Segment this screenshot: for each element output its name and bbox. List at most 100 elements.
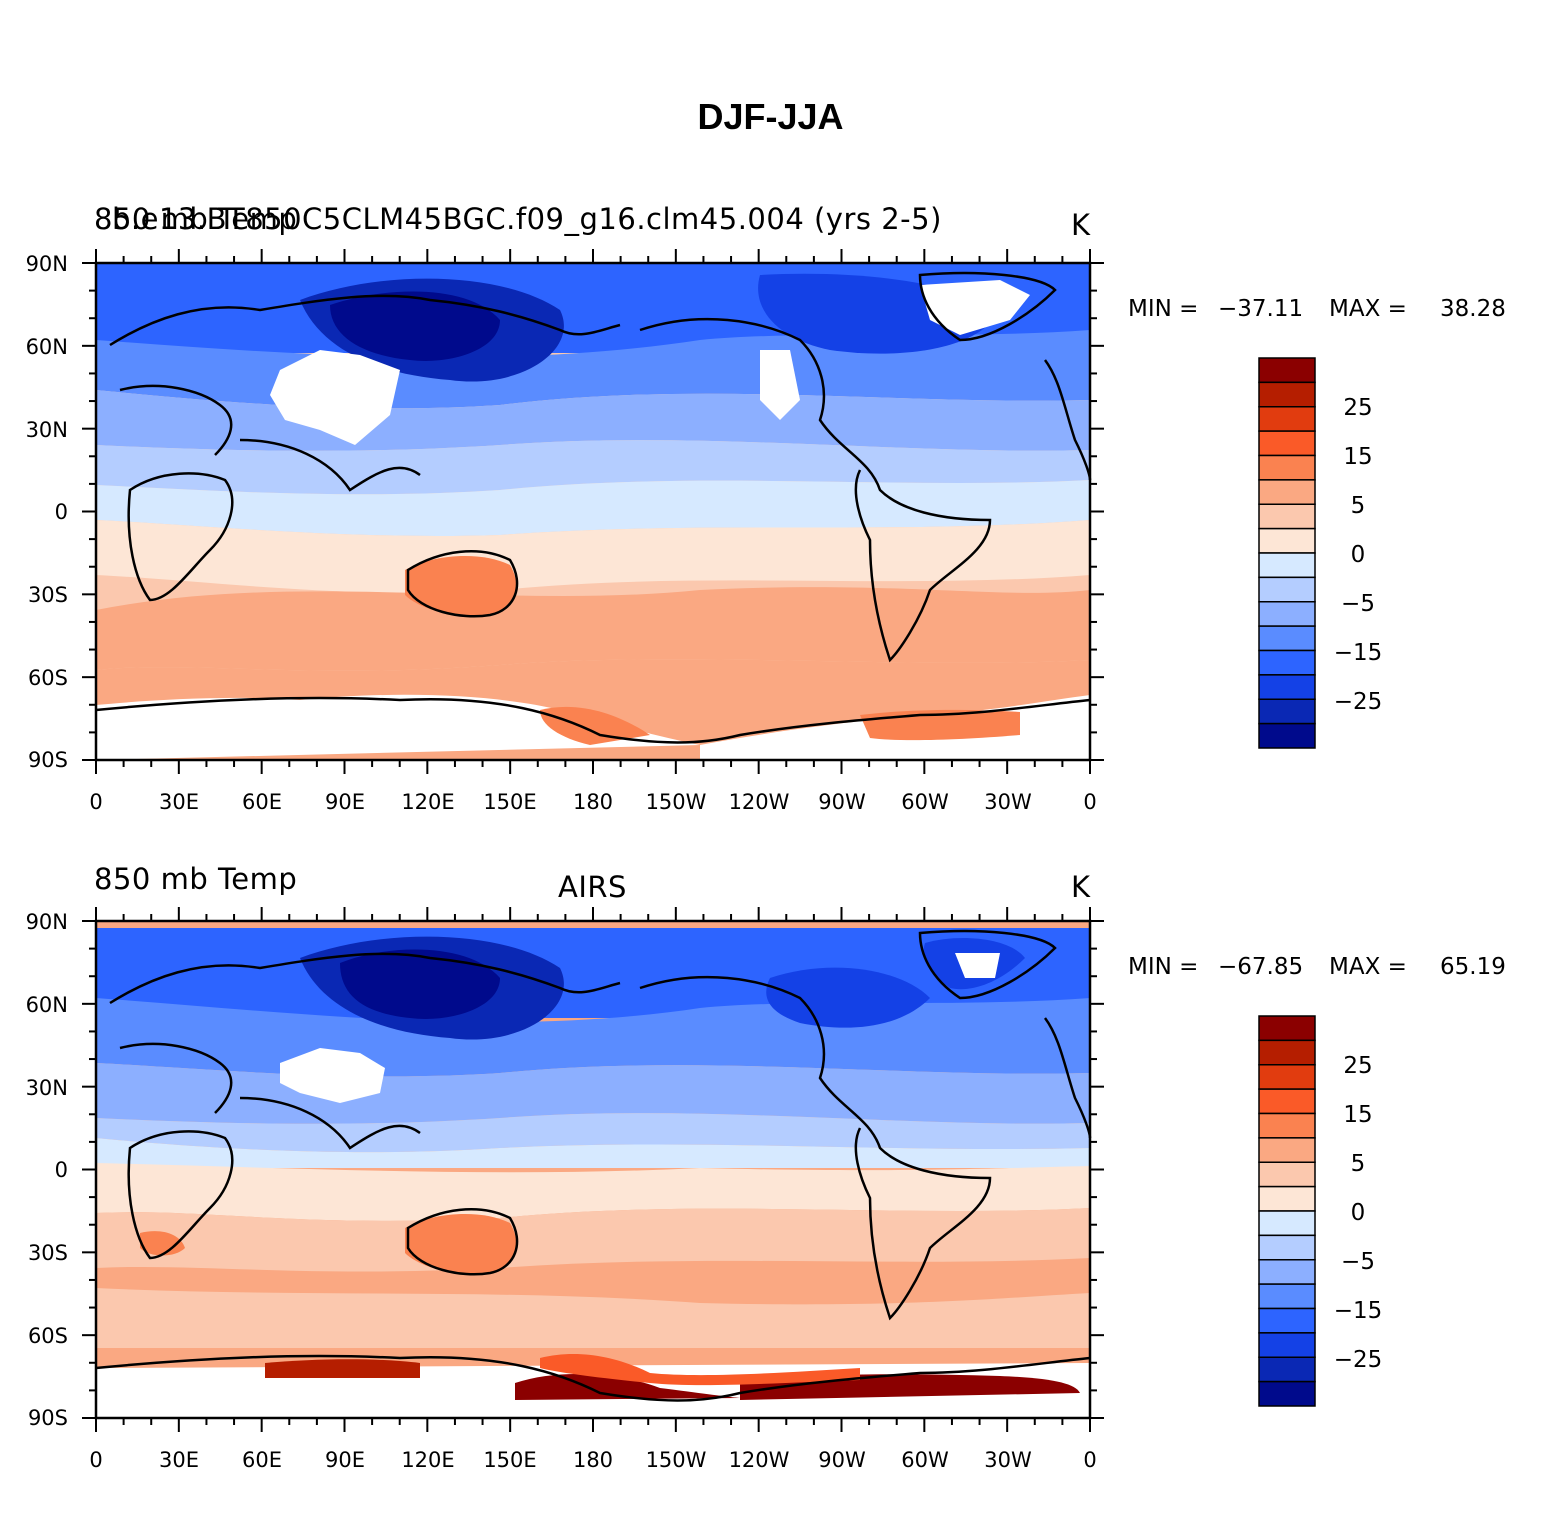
- colorbar-swatch: [1258, 1039, 1316, 1066]
- lat-label-60n: 60N: [25, 993, 68, 1017]
- colorbar-label: −25: [1333, 1347, 1383, 1373]
- lat-label-60s: 60S: [27, 1324, 68, 1348]
- colorbar-swatch: [1258, 1234, 1316, 1261]
- lon-label: 30E: [159, 1448, 199, 1472]
- lon-label: 60E: [242, 790, 282, 814]
- axis-ticks: [82, 249, 1104, 774]
- map-plot-model: [82, 249, 1104, 774]
- lat-label-30s: 30S: [27, 583, 68, 607]
- colorbar-swatch: [1258, 381, 1316, 408]
- lon-label: 150E: [483, 790, 537, 814]
- colorbar-swatch: [1258, 1259, 1316, 1285]
- colorbar-swatch: [1258, 1307, 1316, 1334]
- colorbar: [1258, 357, 1316, 749]
- lon-label: 150E: [483, 1448, 537, 1472]
- min-label: MIN =: [1128, 296, 1199, 322]
- lat-label-30n: 30N: [25, 1076, 68, 1100]
- min-value: −67.85: [1218, 954, 1304, 980]
- map-panel-obs: 850 mb Temp AIRS K: [0, 848, 1541, 1488]
- lon-label: 60W: [901, 1448, 949, 1472]
- min-value: −37.11: [1218, 296, 1304, 322]
- map-panel-model: 850 mb Temp b.e13.BT850C5CLM45BGC.f09_g1…: [0, 190, 1541, 830]
- lon-label: 90E: [325, 790, 365, 814]
- lat-label-30n: 30N: [25, 418, 68, 442]
- lat-label-60s: 60S: [27, 666, 68, 690]
- lat-label-90n: 90N: [25, 252, 68, 276]
- colorbar-label: 15: [1343, 1102, 1373, 1128]
- lon-label: 120E: [401, 790, 455, 814]
- colorbar-swatch: [1258, 649, 1316, 676]
- colorbar-label: −5: [1341, 1249, 1375, 1275]
- lon-label: 60W: [901, 790, 949, 814]
- lon-label: 150W: [645, 790, 707, 814]
- lon-label: 0: [1083, 790, 1097, 814]
- lon-label: 0: [1083, 1448, 1097, 1472]
- colorbar-swatch: [1258, 430, 1316, 457]
- panel-case-title: b.e13.BT850C5CLM45BGC.f09_g16.clm45.004 …: [112, 202, 942, 236]
- max-value: 38.28: [1440, 296, 1506, 322]
- colorbar-swatch: [1258, 576, 1316, 603]
- map-plot-obs: [82, 907, 1104, 1432]
- colorbar-swatch: [1258, 1332, 1316, 1358]
- colorbar-swatch: [1258, 406, 1316, 432]
- lat-label-60n: 60N: [25, 335, 68, 359]
- colorbar-label: 0: [1350, 542, 1366, 568]
- lat-label-30s: 30S: [27, 1241, 68, 1265]
- lon-label: 60E: [242, 1448, 282, 1472]
- lon-label: 0: [89, 790, 103, 814]
- max-label: MAX =: [1329, 954, 1407, 980]
- contour-field: [96, 921, 1090, 1418]
- axis-ticks: [82, 907, 1104, 1432]
- colorbar-swatch: [1258, 1283, 1316, 1310]
- lon-label: 30W: [984, 790, 1032, 814]
- colorbar-label: 25: [1343, 1053, 1373, 1079]
- lon-label: 180: [572, 1448, 614, 1472]
- colorbar-label: 25: [1343, 395, 1373, 421]
- colorbar-label: −25: [1333, 689, 1383, 715]
- colorbar-swatch: [1258, 503, 1316, 530]
- main-title: DJF-JJA: [697, 96, 844, 137]
- colorbar-swatch: [1258, 1185, 1316, 1212]
- colorbar-label: −5: [1341, 591, 1375, 617]
- colorbar-swatch: [1258, 1015, 1316, 1042]
- colorbar-swatch: [1258, 1088, 1316, 1115]
- colorbar-swatch: [1258, 601, 1316, 627]
- lat-label-eq: 0: [54, 500, 68, 524]
- colorbar-swatch: [1258, 527, 1316, 554]
- panel-units: K: [1071, 870, 1091, 904]
- colorbar-swatch: [1258, 1137, 1316, 1163]
- panel-left-title: 850 mb Temp: [94, 202, 298, 236]
- min-label: MIN =: [1128, 954, 1199, 980]
- contour-field: [96, 263, 1090, 760]
- max-label: MAX =: [1329, 296, 1407, 322]
- colorbar-swatch: [1258, 357, 1316, 384]
- lon-label: 30E: [159, 790, 199, 814]
- colorbar-label: 0: [1350, 1200, 1366, 1226]
- colorbar-label: −15: [1333, 640, 1383, 666]
- lon-label: 180: [572, 790, 614, 814]
- lon-label: 90W: [818, 1448, 866, 1472]
- panel-center-title: AIRS: [558, 870, 627, 904]
- lat-label-90s: 90S: [27, 1406, 68, 1430]
- lon-label: 90W: [818, 790, 866, 814]
- lat-label-90n: 90N: [25, 910, 68, 934]
- lon-label: 0: [89, 1448, 103, 1472]
- panel-left-title: 850 mb Temp: [94, 862, 298, 896]
- lon-label: 90E: [325, 1448, 365, 1472]
- lat-label-90s: 90S: [27, 748, 68, 772]
- colorbar-swatch: [1258, 1112, 1316, 1139]
- colorbar-swatch: [1258, 454, 1316, 481]
- colorbar-swatch: [1258, 1380, 1316, 1407]
- colorbar-swatch: [1258, 1210, 1316, 1237]
- colorbar-swatch: [1258, 625, 1316, 652]
- lon-label: 120E: [401, 1448, 455, 1472]
- colorbar-swatch: [1258, 698, 1316, 725]
- coastlines: [95, 271, 1092, 744]
- colorbar-swatch: [1258, 674, 1316, 700]
- colorbar-swatch: [1258, 552, 1316, 579]
- colorbar-swatch: [1258, 1161, 1316, 1188]
- colorbar-swatch: [1258, 1064, 1316, 1090]
- panel-units: K: [1071, 208, 1091, 242]
- lon-label: 150W: [645, 1448, 707, 1472]
- colorbar-label: 15: [1343, 444, 1373, 470]
